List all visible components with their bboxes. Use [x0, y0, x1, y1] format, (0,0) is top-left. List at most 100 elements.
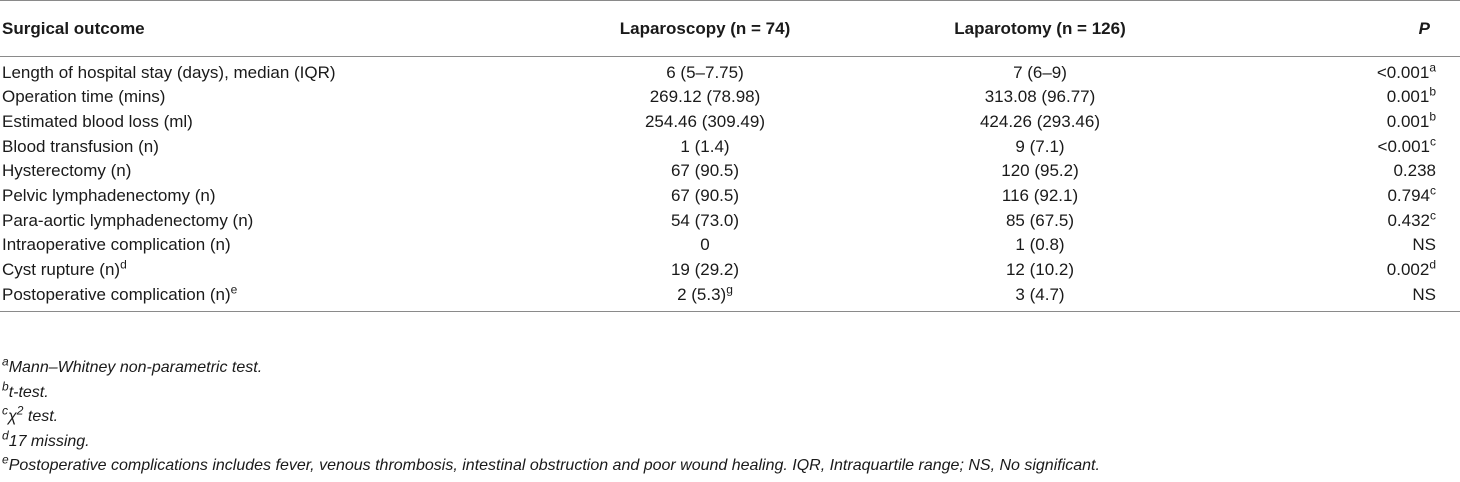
cell-laparotomy-text: 7 (6–9)	[1013, 63, 1067, 82]
table-row: Intraoperative complication (n) 0 1 (0.8) N…	[0, 233, 1460, 258]
cell-outcome-text: Length of hospital stay (days), median (…	[2, 63, 336, 82]
cell-p-value: NS	[1230, 233, 1460, 258]
table-row: Pelvic lymphadenectomy (n) 67 (90.5) 116 (…	[0, 184, 1460, 209]
cell-p-value: 0.432c	[1230, 208, 1460, 233]
cell-laparotomy: 12 (10.2)	[850, 258, 1230, 283]
footnote-mark: g	[726, 281, 733, 296]
cell-laparotomy-text: 3 (4.7)	[1015, 284, 1065, 304]
footnote-text: Postoperative complications includes fev…	[8, 457, 1100, 474]
footnote: ePostoperative complications includes fe…	[2, 454, 1452, 479]
header-row: Surgical outcome Laparoscopy (n = 74) La…	[0, 0, 1460, 57]
cell-outcome: Length of hospital stay (days), median (…	[0, 57, 560, 86]
footnote-mark: b	[2, 379, 9, 394]
cell-p-value-text: 0.002	[1386, 260, 1430, 280]
cell-laparotomy: 3 (4.7)	[850, 283, 1230, 312]
footnote-text-after: test.	[23, 408, 59, 425]
cell-laparoscopy: 269.12 (78.98)	[560, 85, 850, 110]
table-row: Blood transfusion (n) 1 (1.4) 9 (7.1) <0.00…	[0, 134, 1460, 159]
table-footnotes: aMann–Whitney non-parametric test. bt-tes…	[2, 356, 1452, 479]
cell-laparotomy: 116 (92.1)	[850, 184, 1230, 209]
cell-p-value: <0.001a	[1230, 57, 1460, 86]
cell-outcome: Cyst rupture (n)d	[0, 258, 560, 283]
table-row: Postoperative complication (n)e 2 (5.3)g 3…	[0, 283, 1460, 312]
footnote-superscript: 2	[16, 403, 24, 418]
footnote-mark: c	[1430, 208, 1436, 223]
cell-outcome-text: Para-aortic lymphadenectomy (n)	[2, 210, 254, 230]
table-row: Hysterectomy (n) 67 (90.5) 120 (95.2) 0.238	[0, 159, 1460, 184]
cell-laparotomy-text: 313.08 (96.77)	[984, 87, 1096, 107]
cell-laparoscopy-text: 1 (1.4)	[680, 136, 730, 156]
cell-outcome-text: Pelvic lymphadenectomy (n)	[2, 186, 216, 206]
cell-outcome-text: Blood transfusion (n)	[2, 136, 159, 156]
cell-laparoscopy-text: 2 (5.3)	[677, 284, 727, 304]
table-header: Surgical outcome Laparoscopy (n = 74) La…	[0, 0, 1460, 57]
footnote-mark: d	[120, 257, 127, 272]
cell-outcome-text: Operation time (mins)	[2, 87, 166, 107]
cell-p-value: 0.001b	[1230, 85, 1460, 110]
cell-p-value: 0.001b	[1230, 110, 1460, 135]
cell-laparotomy-text: 1 (0.8)	[1015, 235, 1065, 255]
cell-laparoscopy: 254.46 (309.49)	[560, 110, 850, 135]
cell-outcome-text: Postoperative complication (n)	[2, 284, 231, 304]
cell-laparoscopy: 2 (5.3)g	[560, 283, 850, 312]
cell-laparotomy-text: 85 (67.5)	[1005, 210, 1075, 230]
cell-outcome: Hysterectomy (n)	[0, 159, 560, 184]
cell-p-value-text: 0.238	[1393, 161, 1436, 181]
cell-outcome: Blood transfusion (n)	[0, 134, 560, 159]
cell-p-value-text: 0.432	[1387, 210, 1430, 230]
cell-laparotomy-text: 424.26 (293.46)	[979, 112, 1101, 132]
cell-p-value-text: NS	[1412, 235, 1436, 255]
cell-outcome-text: Cyst rupture (n)	[2, 260, 121, 280]
cell-laparotomy: 7 (6–9)	[850, 57, 1230, 86]
cell-laparoscopy-text: 254.46 (309.49)	[644, 112, 766, 132]
cell-laparoscopy: 67 (90.5)	[560, 159, 850, 184]
footnote-mark: b	[1429, 109, 1436, 124]
cell-laparoscopy-text: 67 (90.5)	[670, 186, 740, 206]
table-body: Length of hospital stay (days), median (…	[0, 57, 1460, 312]
cell-laparoscopy-text: 54 (73.0)	[670, 210, 740, 230]
footnote-mark: a	[1429, 60, 1436, 75]
cell-laparoscopy-text: 67 (90.5)	[670, 161, 740, 181]
footnote: bt-test.	[2, 379, 1452, 406]
cell-outcome: Para-aortic lymphadenectomy (n)	[0, 208, 560, 233]
footnote-mark: e	[230, 281, 238, 296]
cell-laparoscopy-text: 0	[700, 235, 710, 255]
header-p-value: P	[1230, 0, 1460, 57]
cell-p-value-text: <0.001	[1377, 136, 1430, 156]
cell-laparotomy: 1 (0.8)	[850, 233, 1230, 258]
cell-laparotomy-text: 9 (7.1)	[1015, 136, 1065, 156]
cell-laparotomy: 85 (67.5)	[850, 208, 1230, 233]
cell-p-value: 0.794c	[1230, 184, 1460, 209]
cell-p-value: <0.001c	[1230, 134, 1460, 159]
cell-outcome-text: Estimated blood loss (ml)	[2, 112, 193, 132]
cell-laparotomy-text: 120 (95.2)	[1001, 161, 1079, 181]
cell-laparoscopy-text: 269.12 (78.98)	[649, 87, 761, 107]
cell-outcome: Postoperative complication (n)e	[0, 283, 560, 312]
table-row: Length of hospital stay (days), median (…	[0, 57, 1460, 86]
cell-laparotomy-text: 116 (92.1)	[1001, 186, 1079, 206]
footnote: cχ2 test.	[2, 405, 1452, 430]
footnote-mark: d	[2, 428, 9, 443]
cell-laparoscopy: 54 (73.0)	[560, 208, 850, 233]
cell-laparotomy: 120 (95.2)	[850, 159, 1230, 184]
cell-outcome-text: Intraoperative complication (n)	[2, 235, 231, 255]
cell-p-value-text: NS	[1412, 284, 1436, 304]
cell-p-value: 0.238	[1230, 159, 1460, 184]
header-laparoscopy: Laparoscopy (n = 74)	[560, 0, 850, 57]
table-row: Estimated blood loss (ml) 254.46 (309.49)…	[0, 110, 1460, 135]
footnote-text: t-test.	[8, 383, 49, 401]
surgical-outcomes-table: Surgical outcome Laparoscopy (n = 74) La…	[0, 0, 1460, 312]
footnote-mark: c	[1430, 183, 1436, 198]
cell-p-value-text: <0.001	[1376, 63, 1430, 82]
cell-p-value: NS	[1230, 283, 1460, 312]
cell-laparoscopy: 67 (90.5)	[560, 184, 850, 209]
cell-laparotomy-text: 12 (10.2)	[1005, 260, 1075, 280]
table-row: Para-aortic lymphadenectomy (n) 54 (73.0)…	[0, 208, 1460, 233]
cell-p-value: 0.002d	[1230, 258, 1460, 283]
footnote-mark: d	[1429, 257, 1436, 272]
cell-p-value-text: 0.001	[1386, 87, 1430, 107]
cell-outcome: Intraoperative complication (n)	[0, 233, 560, 258]
table-row: Operation time (mins) 269.12 (78.98) 313.0…	[0, 85, 1460, 110]
footnote-text: Mann–Whitney non-parametric test.	[8, 359, 263, 376]
